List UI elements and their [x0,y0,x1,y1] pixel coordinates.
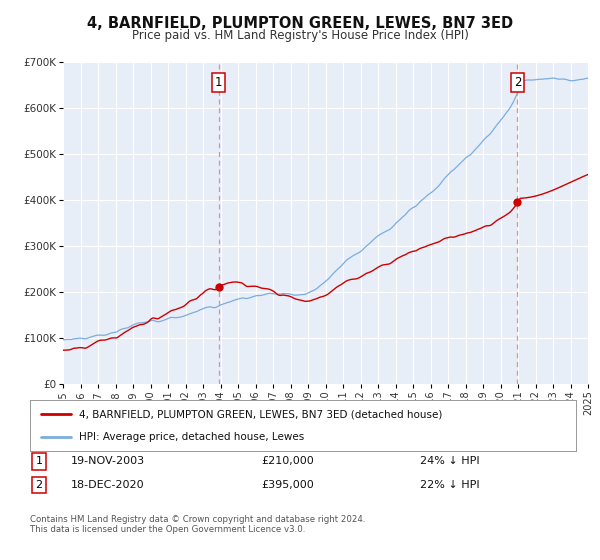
Text: £210,000: £210,000 [262,456,314,466]
Text: 18-DEC-2020: 18-DEC-2020 [71,480,145,490]
Text: 24% ↓ HPI: 24% ↓ HPI [420,456,480,466]
Text: 4, BARNFIELD, PLUMPTON GREEN, LEWES, BN7 3ED: 4, BARNFIELD, PLUMPTON GREEN, LEWES, BN7… [87,16,513,31]
Text: £395,000: £395,000 [262,480,314,490]
Text: 19-NOV-2003: 19-NOV-2003 [71,456,145,466]
Text: This data is licensed under the Open Government Licence v3.0.: This data is licensed under the Open Gov… [30,525,305,534]
Text: Contains HM Land Registry data © Crown copyright and database right 2024.: Contains HM Land Registry data © Crown c… [30,515,365,524]
Text: 22% ↓ HPI: 22% ↓ HPI [420,480,480,490]
Text: 1: 1 [215,76,223,89]
Text: 1: 1 [35,456,43,466]
Text: Price paid vs. HM Land Registry's House Price Index (HPI): Price paid vs. HM Land Registry's House … [131,29,469,42]
Text: HPI: Average price, detached house, Lewes: HPI: Average price, detached house, Lewe… [79,432,304,442]
Text: 2: 2 [35,480,43,490]
Text: 4, BARNFIELD, PLUMPTON GREEN, LEWES, BN7 3ED (detached house): 4, BARNFIELD, PLUMPTON GREEN, LEWES, BN7… [79,409,443,419]
Text: 2: 2 [514,76,521,89]
